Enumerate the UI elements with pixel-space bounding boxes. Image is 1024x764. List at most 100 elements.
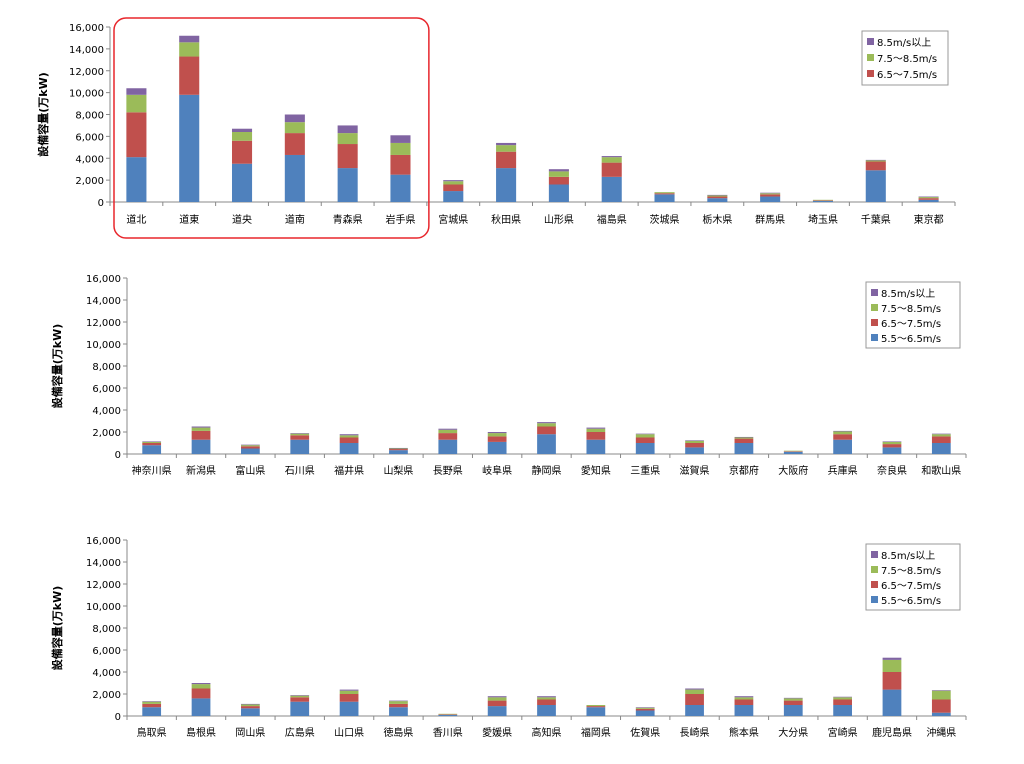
bar-segment [438, 428, 458, 430]
category-label: 長野県 [433, 465, 463, 477]
bar-segment [339, 689, 359, 691]
bar-segment [142, 445, 162, 454]
category-label: 滋賀県 [680, 464, 710, 477]
bar-segment [231, 163, 253, 202]
legend-swatch [871, 304, 878, 311]
bar-segment [601, 156, 622, 158]
bar-segment [734, 696, 754, 698]
category-label: 千葉県 [861, 213, 891, 226]
bar-segment [783, 450, 803, 452]
bar-segment [537, 699, 556, 705]
y-tick-label: 14,000 [86, 558, 121, 569]
bar-segment [734, 443, 754, 454]
bar-segment [337, 133, 358, 145]
bar-segment [685, 443, 704, 448]
bar-segment [290, 433, 310, 434]
bar-segment [284, 122, 305, 134]
bar-segment [487, 696, 507, 698]
bar-segment [635, 437, 655, 443]
bar-segment [443, 184, 464, 192]
legend-swatch [871, 551, 878, 558]
bar-segment [389, 447, 408, 449]
bar-segment [734, 697, 754, 700]
bar-segment [487, 706, 507, 716]
bar-segment [142, 701, 162, 704]
legend-box [865, 281, 961, 349]
bar-segment [438, 439, 458, 454]
legend-label: 7.5～8.5m/s [877, 54, 937, 65]
bar-segment [635, 433, 655, 435]
bar-segment [783, 698, 803, 701]
category-label: 山梨県 [383, 464, 413, 477]
bar-segment [443, 180, 464, 182]
bar-segment [760, 196, 781, 202]
category-label: 茨城県 [650, 213, 680, 226]
bar-segment [865, 170, 886, 202]
legend-label: 7.5～8.5m/s [881, 566, 941, 577]
legend-box [861, 30, 949, 86]
y-tick-label: 4,000 [75, 154, 104, 165]
bar-segment [931, 690, 951, 700]
bar-segment [179, 94, 200, 202]
bar-segment [389, 448, 408, 450]
legend-swatch [871, 289, 878, 296]
bar-segment [760, 192, 781, 194]
bar-segment [390, 135, 411, 143]
bar-segment [390, 154, 411, 175]
y-tick-label: 4,000 [92, 406, 121, 417]
legend-label: 8.5m/s以上 [881, 288, 935, 300]
bar-segment [241, 706, 260, 709]
bar-segment [833, 699, 852, 705]
bar-segment [290, 695, 310, 698]
bar-segment [685, 694, 704, 705]
bar-segment [126, 157, 147, 202]
bar-segment [601, 162, 622, 177]
bar-segment [918, 196, 939, 198]
bar-segment [760, 193, 781, 195]
category-label: 三重県 [630, 464, 660, 477]
bar-segment [548, 176, 569, 185]
bar-segment [438, 714, 458, 716]
bar-segment [389, 449, 408, 451]
bar-segment [191, 439, 211, 454]
category-label: 道東 [179, 213, 199, 226]
bar-segment [734, 705, 754, 716]
bar-segment [126, 88, 147, 95]
category-label: 香川県 [433, 727, 463, 739]
y-axis-label: 設備容量(万kW) [50, 324, 64, 409]
bar-segment [537, 705, 556, 716]
bar-segment [635, 707, 655, 709]
category-label: 和歌山県 [921, 464, 961, 477]
chart-2: 0 2,000 4,000 6,000 8,000 10,000 12,000 14,000 1… [50, 274, 967, 477]
bar-segment [191, 688, 211, 699]
y-tick-label: 6,000 [75, 132, 104, 143]
legend-label: 6.5～7.5m/s [877, 70, 937, 81]
bar-segment [496, 168, 517, 202]
bar-segment [734, 436, 754, 438]
category-label: 広島県 [285, 726, 315, 739]
bar-segment [339, 435, 359, 438]
bar-segment [734, 699, 754, 705]
legend-label: 8.5m/s以上 [877, 37, 931, 49]
bar-segment [241, 445, 260, 447]
category-label: 静岡県 [532, 464, 562, 477]
bar-segment [290, 701, 310, 716]
bar-segment [918, 199, 939, 202]
y-tick-label: 6,000 [92, 384, 121, 395]
bar-segment [882, 689, 902, 716]
category-label: 東京都 [914, 213, 944, 226]
y-tick-label: 0 [115, 450, 121, 461]
y-tick-label: 4,000 [92, 668, 121, 679]
y-tick-label: 14,000 [69, 45, 104, 56]
bar-segment [833, 430, 852, 432]
bar-segment [389, 703, 408, 708]
bar-segment [931, 434, 951, 437]
bar-segment [337, 144, 358, 169]
category-label: 徳島県 [383, 726, 413, 739]
bar-segment [654, 194, 675, 202]
bar-segment [443, 191, 464, 202]
legend-swatch [871, 334, 878, 341]
bar-segment [882, 444, 902, 448]
category-label: 鹿児島県 [872, 726, 912, 739]
